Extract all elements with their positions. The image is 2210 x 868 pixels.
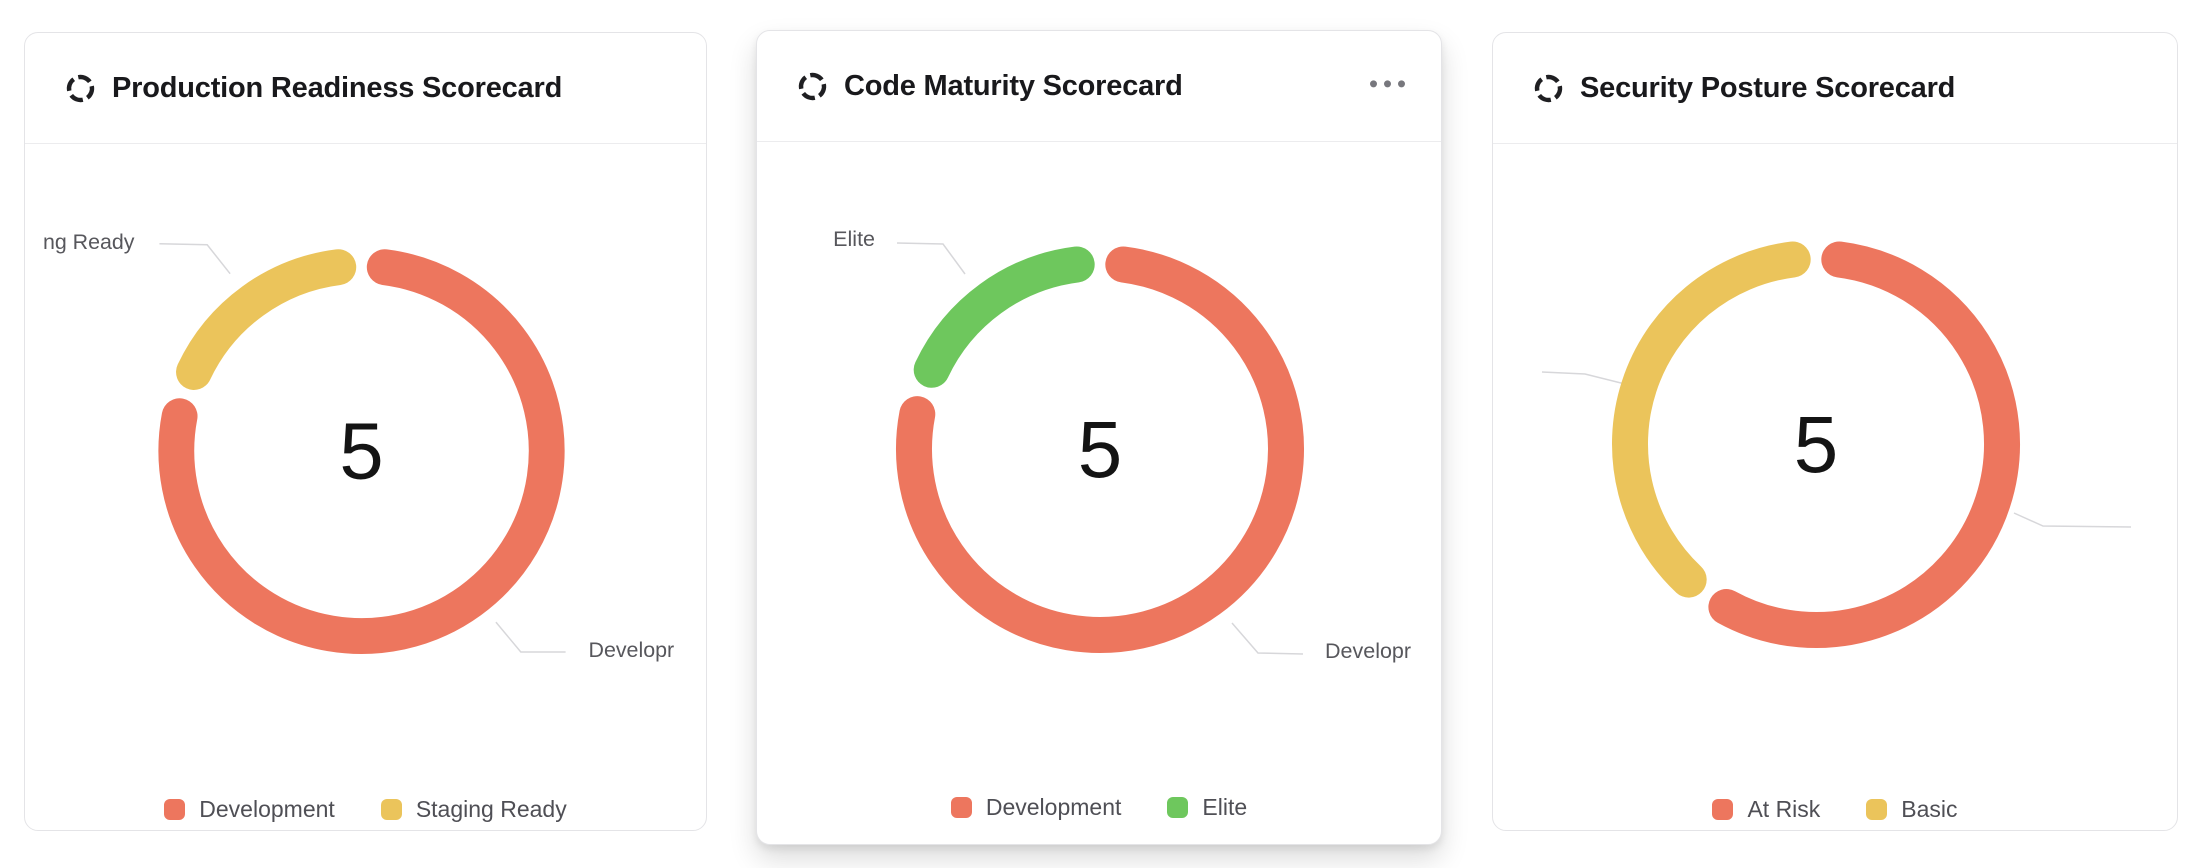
more-horizontal-icon [1398,80,1405,88]
donut-chart[interactable]: 5 [1493,144,2177,704]
card-security-posture-scorecard: Security Posture Scorecard 5 At Risk Bas… [1492,32,2178,831]
legend-label: Staging Ready [415,796,567,822]
callout-leader-line [1231,622,1304,655]
legend-swatch [1866,799,1888,820]
donut-segment-basic[interactable] [1612,241,1811,598]
donut-segment-elite[interactable] [913,246,1095,388]
donut-segment-development[interactable] [158,249,565,654]
legend-item-at-risk[interactable]: At Risk [1712,796,1820,823]
callout-label: Developr [589,638,675,662]
chart-legend: Development Staging Ready [25,796,706,823]
donut-chart[interactable]: ng Ready Developr 5 [25,144,706,704]
more-menu-button[interactable] [1360,70,1415,97]
chart-legend: Development Elite [757,794,1441,821]
donut-center-value: 5 [339,407,383,496]
donut-segment-at-risk[interactable] [1708,241,2020,648]
callout-label: ng Ready [43,230,135,254]
scorecard-donut-icon [798,72,827,100]
callout-leader-line [2013,512,2132,528]
donut-center-value: 5 [1794,400,1839,489]
callout-label: Developr [1325,639,1411,663]
legend-label: At Risk [1747,796,1821,822]
callout-leader-line [495,621,566,653]
legend-label: Elite [1202,794,1248,820]
card-header: Code Maturity Scorecard [757,31,1441,142]
legend-label: Basic [1901,796,1958,822]
donut-segment-staging-ready[interactable] [176,249,357,390]
card-title: Production Readiness Scorecard [112,71,563,104]
more-horizontal-icon [1384,80,1391,88]
legend-label: Development [199,796,335,822]
legend-item-development[interactable]: Development [950,794,1122,821]
legend-swatch [1167,797,1189,818]
donut-center-value: 5 [1078,405,1123,494]
scorecard-donut-icon [1534,74,1563,102]
callout-leader-line [1541,371,1626,385]
callout-leader-line [159,243,231,275]
legend-swatch [380,799,402,820]
donut-chart[interactable]: Elite Developr 5 [757,142,1441,702]
card-header: Security Posture Scorecard [1493,33,2177,144]
legend-item-elite[interactable]: Elite [1167,794,1247,821]
legend-label: Development [985,794,1122,820]
legend-swatch [950,797,972,818]
callout-leader-line [896,242,966,275]
card-production-readiness-scorecard: Production Readiness Scorecard ng Ready D… [24,32,707,831]
legend-item-staging-ready[interactable]: Staging Ready [380,796,567,823]
legend-swatch [164,799,186,820]
callout-label: Elite [833,227,875,251]
card-header: Production Readiness Scorecard [25,33,706,144]
card-title: Code Maturity Scorecard [844,69,1183,102]
scorecard-donut-icon [66,74,95,102]
more-horizontal-icon [1370,80,1377,88]
legend-item-development[interactable]: Development [164,796,335,823]
chart-legend: At Risk Basic [1493,796,2177,823]
legend-swatch [1712,799,1734,820]
legend-item-basic[interactable]: Basic [1866,796,1958,823]
donut-segment-development[interactable] [896,246,1304,653]
card-title: Security Posture Scorecard [1580,71,1956,104]
card-code-maturity-scorecard: Code Maturity Scorecard Elite Developr 5 D… [756,30,1442,845]
